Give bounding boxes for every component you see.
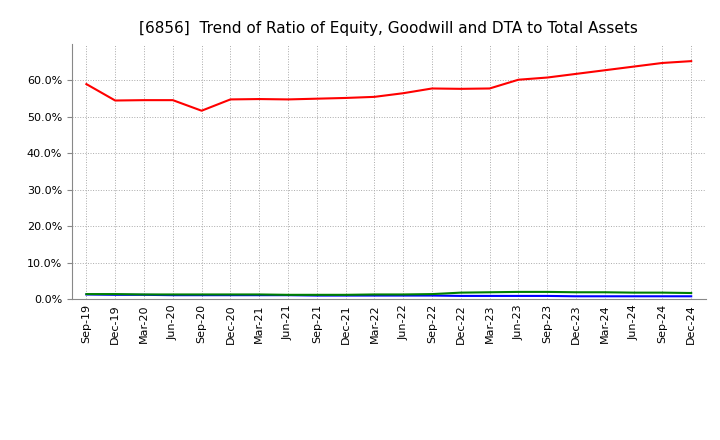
Deferred Tax Assets (658, 290, 667, 295)
Deferred Tax Assets (226, 292, 235, 297)
Equity (485, 86, 494, 91)
Deferred Tax Assets (168, 292, 177, 297)
Goodwill (82, 292, 91, 297)
Deferred Tax Assets (687, 290, 696, 296)
Goodwill (312, 293, 321, 298)
Equity (428, 86, 436, 91)
Equity (197, 108, 206, 114)
Goodwill (255, 293, 264, 298)
Equity (658, 60, 667, 66)
Goodwill (543, 293, 552, 299)
Deferred Tax Assets (140, 292, 148, 297)
Deferred Tax Assets (629, 290, 638, 295)
Goodwill (456, 293, 465, 299)
Goodwill (514, 293, 523, 299)
Equity (111, 98, 120, 103)
Goodwill (197, 293, 206, 298)
Equity (341, 95, 350, 101)
Equity (629, 64, 638, 69)
Equity (572, 71, 580, 77)
Goodwill (226, 293, 235, 298)
Deferred Tax Assets (600, 290, 609, 295)
Equity (284, 97, 292, 102)
Line: Deferred Tax Assets: Deferred Tax Assets (86, 292, 691, 295)
Goodwill (428, 293, 436, 298)
Goodwill (111, 292, 120, 297)
Deferred Tax Assets (255, 292, 264, 297)
Equity (82, 81, 91, 87)
Deferred Tax Assets (341, 292, 350, 297)
Goodwill (284, 293, 292, 298)
Line: Equity: Equity (86, 61, 691, 111)
Deferred Tax Assets (485, 290, 494, 295)
Deferred Tax Assets (456, 290, 465, 295)
Deferred Tax Assets (572, 290, 580, 295)
Deferred Tax Assets (370, 292, 379, 297)
Equity (543, 75, 552, 80)
Equity (168, 98, 177, 103)
Equity (514, 77, 523, 82)
Goodwill (600, 293, 609, 299)
Deferred Tax Assets (284, 292, 292, 297)
Goodwill (572, 293, 580, 299)
Goodwill (485, 293, 494, 299)
Equity (226, 97, 235, 102)
Goodwill (341, 293, 350, 298)
Deferred Tax Assets (82, 291, 91, 297)
Equity (600, 68, 609, 73)
Title: [6856]  Trend of Ratio of Equity, Goodwill and DTA to Total Assets: [6856] Trend of Ratio of Equity, Goodwil… (140, 21, 638, 36)
Equity (140, 98, 148, 103)
Goodwill (658, 293, 667, 299)
Goodwill (687, 293, 696, 299)
Deferred Tax Assets (514, 289, 523, 294)
Equity (255, 96, 264, 102)
Deferred Tax Assets (312, 292, 321, 297)
Deferred Tax Assets (111, 291, 120, 297)
Equity (312, 96, 321, 101)
Deferred Tax Assets (197, 292, 206, 297)
Goodwill (370, 293, 379, 298)
Goodwill (168, 293, 177, 298)
Equity (687, 59, 696, 64)
Equity (370, 94, 379, 99)
Deferred Tax Assets (399, 292, 408, 297)
Line: Goodwill: Goodwill (86, 294, 691, 296)
Deferred Tax Assets (428, 291, 436, 297)
Goodwill (140, 292, 148, 297)
Goodwill (629, 293, 638, 299)
Equity (456, 86, 465, 92)
Goodwill (399, 293, 408, 298)
Equity (399, 91, 408, 96)
Deferred Tax Assets (543, 289, 552, 294)
